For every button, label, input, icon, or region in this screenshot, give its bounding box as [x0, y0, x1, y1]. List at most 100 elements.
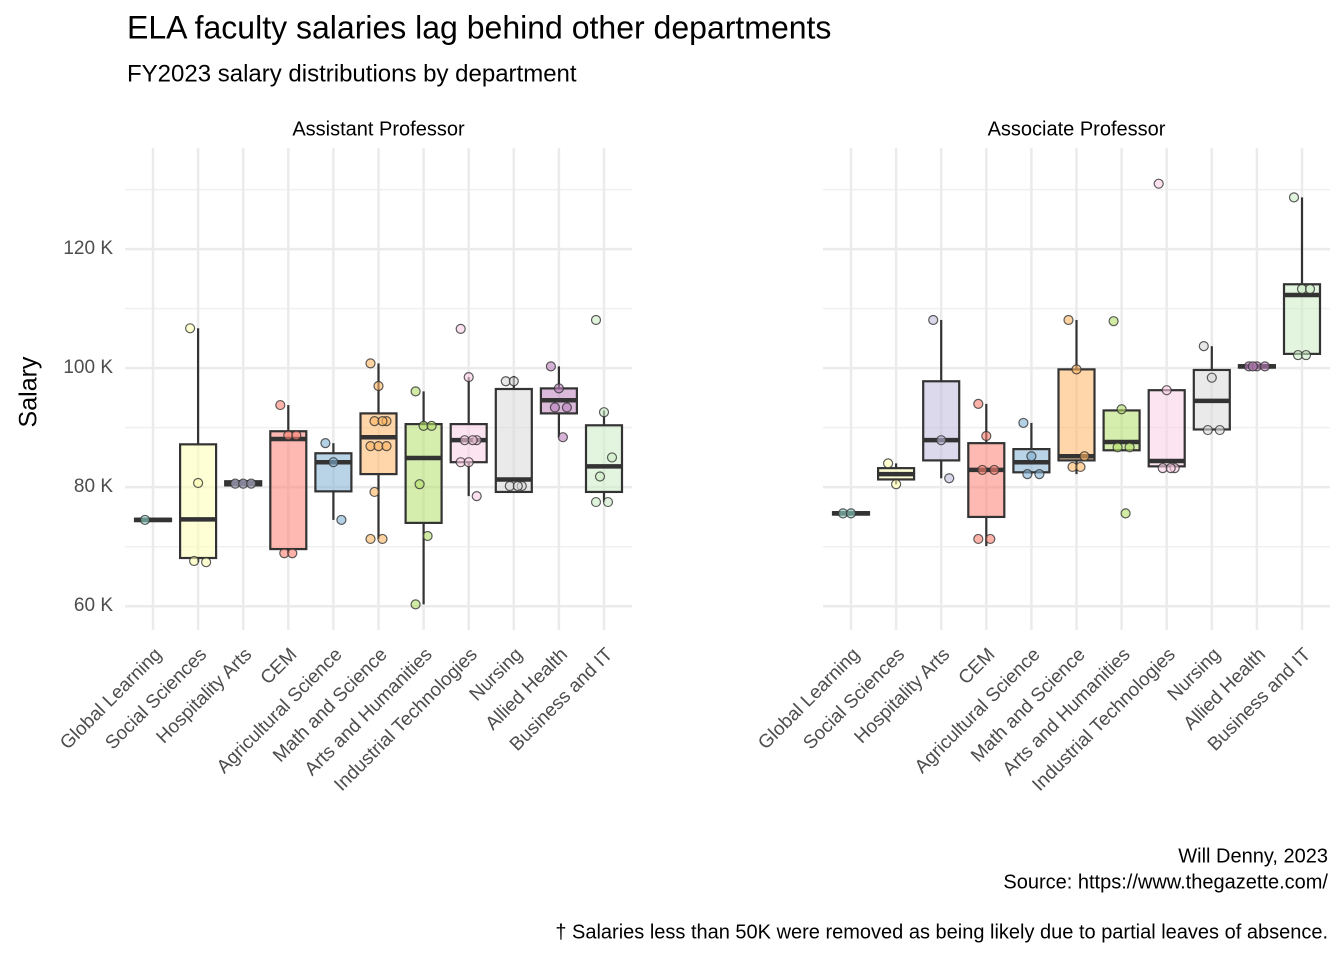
- y-tick-label: 80 K: [74, 476, 113, 497]
- data-point: [1075, 461, 1086, 473]
- data-point: [471, 491, 482, 502]
- data-point: [410, 386, 421, 397]
- data-point: [1079, 451, 1090, 462]
- y-axis-label: Salary: [15, 356, 43, 427]
- box: [179, 443, 218, 560]
- data-point: [1247, 361, 1259, 372]
- data-point: [936, 435, 947, 446]
- caption: Source: https://www.thegazette.com/: [1003, 871, 1328, 893]
- data-point: [553, 383, 565, 394]
- data-point: [1124, 442, 1135, 453]
- data-point: [463, 457, 474, 468]
- data-point: [287, 548, 298, 559]
- box: [314, 452, 353, 493]
- data-point: [1018, 417, 1029, 429]
- data-point: [377, 533, 388, 545]
- data-point: [1161, 385, 1172, 396]
- data-point: [512, 480, 523, 492]
- data-point: [1300, 349, 1312, 361]
- data-point: [426, 420, 437, 431]
- data-point: [414, 479, 425, 490]
- data-point: [602, 496, 614, 508]
- data-point: [1116, 404, 1127, 415]
- data-point: [989, 464, 1000, 476]
- data-point: [598, 407, 610, 418]
- data-point: [1304, 283, 1316, 295]
- data-point: [328, 457, 339, 468]
- data-point: [373, 380, 384, 392]
- box: [269, 430, 308, 551]
- data-point: [377, 416, 388, 427]
- data-point: [189, 555, 200, 567]
- data-point: [977, 464, 988, 476]
- data-point: [845, 508, 857, 519]
- data-point: [193, 477, 204, 489]
- data-point: [590, 496, 602, 508]
- data-point: [463, 371, 474, 383]
- data-point: [1288, 192, 1300, 203]
- chart-title: ELA faculty salaries lag behind other de…: [127, 9, 831, 45]
- data-point: [410, 599, 421, 610]
- data-point: [890, 479, 902, 490]
- data-point: [275, 399, 286, 411]
- data-point: [1153, 178, 1164, 189]
- data-point: [291, 430, 302, 441]
- data-point: [973, 533, 984, 545]
- data-point: [365, 533, 376, 545]
- data-point: [561, 402, 573, 413]
- box: [1147, 389, 1186, 468]
- data-point: [246, 478, 257, 489]
- data-point: [1022, 468, 1033, 480]
- data-point: [422, 530, 433, 542]
- box: [404, 423, 443, 524]
- data-point: [1063, 314, 1074, 326]
- facet-title: Assistant Professor: [292, 118, 465, 140]
- data-point: [1120, 508, 1131, 519]
- data-point: [1165, 463, 1176, 474]
- data-point: [201, 557, 212, 568]
- data-point: [944, 473, 955, 484]
- data-point: [508, 376, 519, 387]
- data-point: [1206, 372, 1217, 383]
- data-point: [320, 438, 331, 449]
- data-point: [1202, 424, 1213, 436]
- data-point: [455, 323, 466, 334]
- box: [1057, 368, 1096, 462]
- data-point: [1108, 316, 1119, 327]
- data-point: [1034, 468, 1045, 480]
- data-point: [1214, 424, 1225, 436]
- data-point: [985, 533, 996, 545]
- data-point: [973, 398, 984, 409]
- chart-subtitle: FY2023 salary distributions by departmen…: [127, 60, 577, 87]
- data-point: [336, 514, 347, 526]
- y-tick-label: 100 K: [63, 357, 113, 378]
- y-tick-label: 120 K: [63, 238, 113, 259]
- data-point: [928, 314, 939, 326]
- caption: Will Denny, 2023: [1178, 845, 1328, 867]
- data-point: [545, 361, 557, 372]
- data-point: [606, 452, 618, 463]
- box: [967, 442, 1006, 519]
- data-point: [369, 486, 380, 498]
- data-point: [882, 458, 894, 469]
- y-tick-label: 60 K: [74, 595, 113, 616]
- data-point: [467, 435, 478, 446]
- data-point: [1071, 364, 1082, 375]
- data-point: [1198, 341, 1209, 352]
- data-point: [1112, 442, 1123, 453]
- box: [922, 380, 961, 462]
- data-point: [1259, 361, 1271, 372]
- data-point: [139, 514, 151, 526]
- data-point: [365, 358, 376, 369]
- data-point: [590, 314, 602, 326]
- footnote: † Salaries less than 50K were removed as…: [555, 921, 1328, 943]
- data-point: [981, 430, 992, 442]
- data-point: [549, 402, 561, 413]
- data-point: [1026, 451, 1037, 462]
- data-point: [594, 471, 606, 482]
- data-point: [185, 323, 196, 334]
- data-point: [557, 432, 569, 443]
- data-point: [381, 441, 392, 452]
- box: [494, 387, 533, 494]
